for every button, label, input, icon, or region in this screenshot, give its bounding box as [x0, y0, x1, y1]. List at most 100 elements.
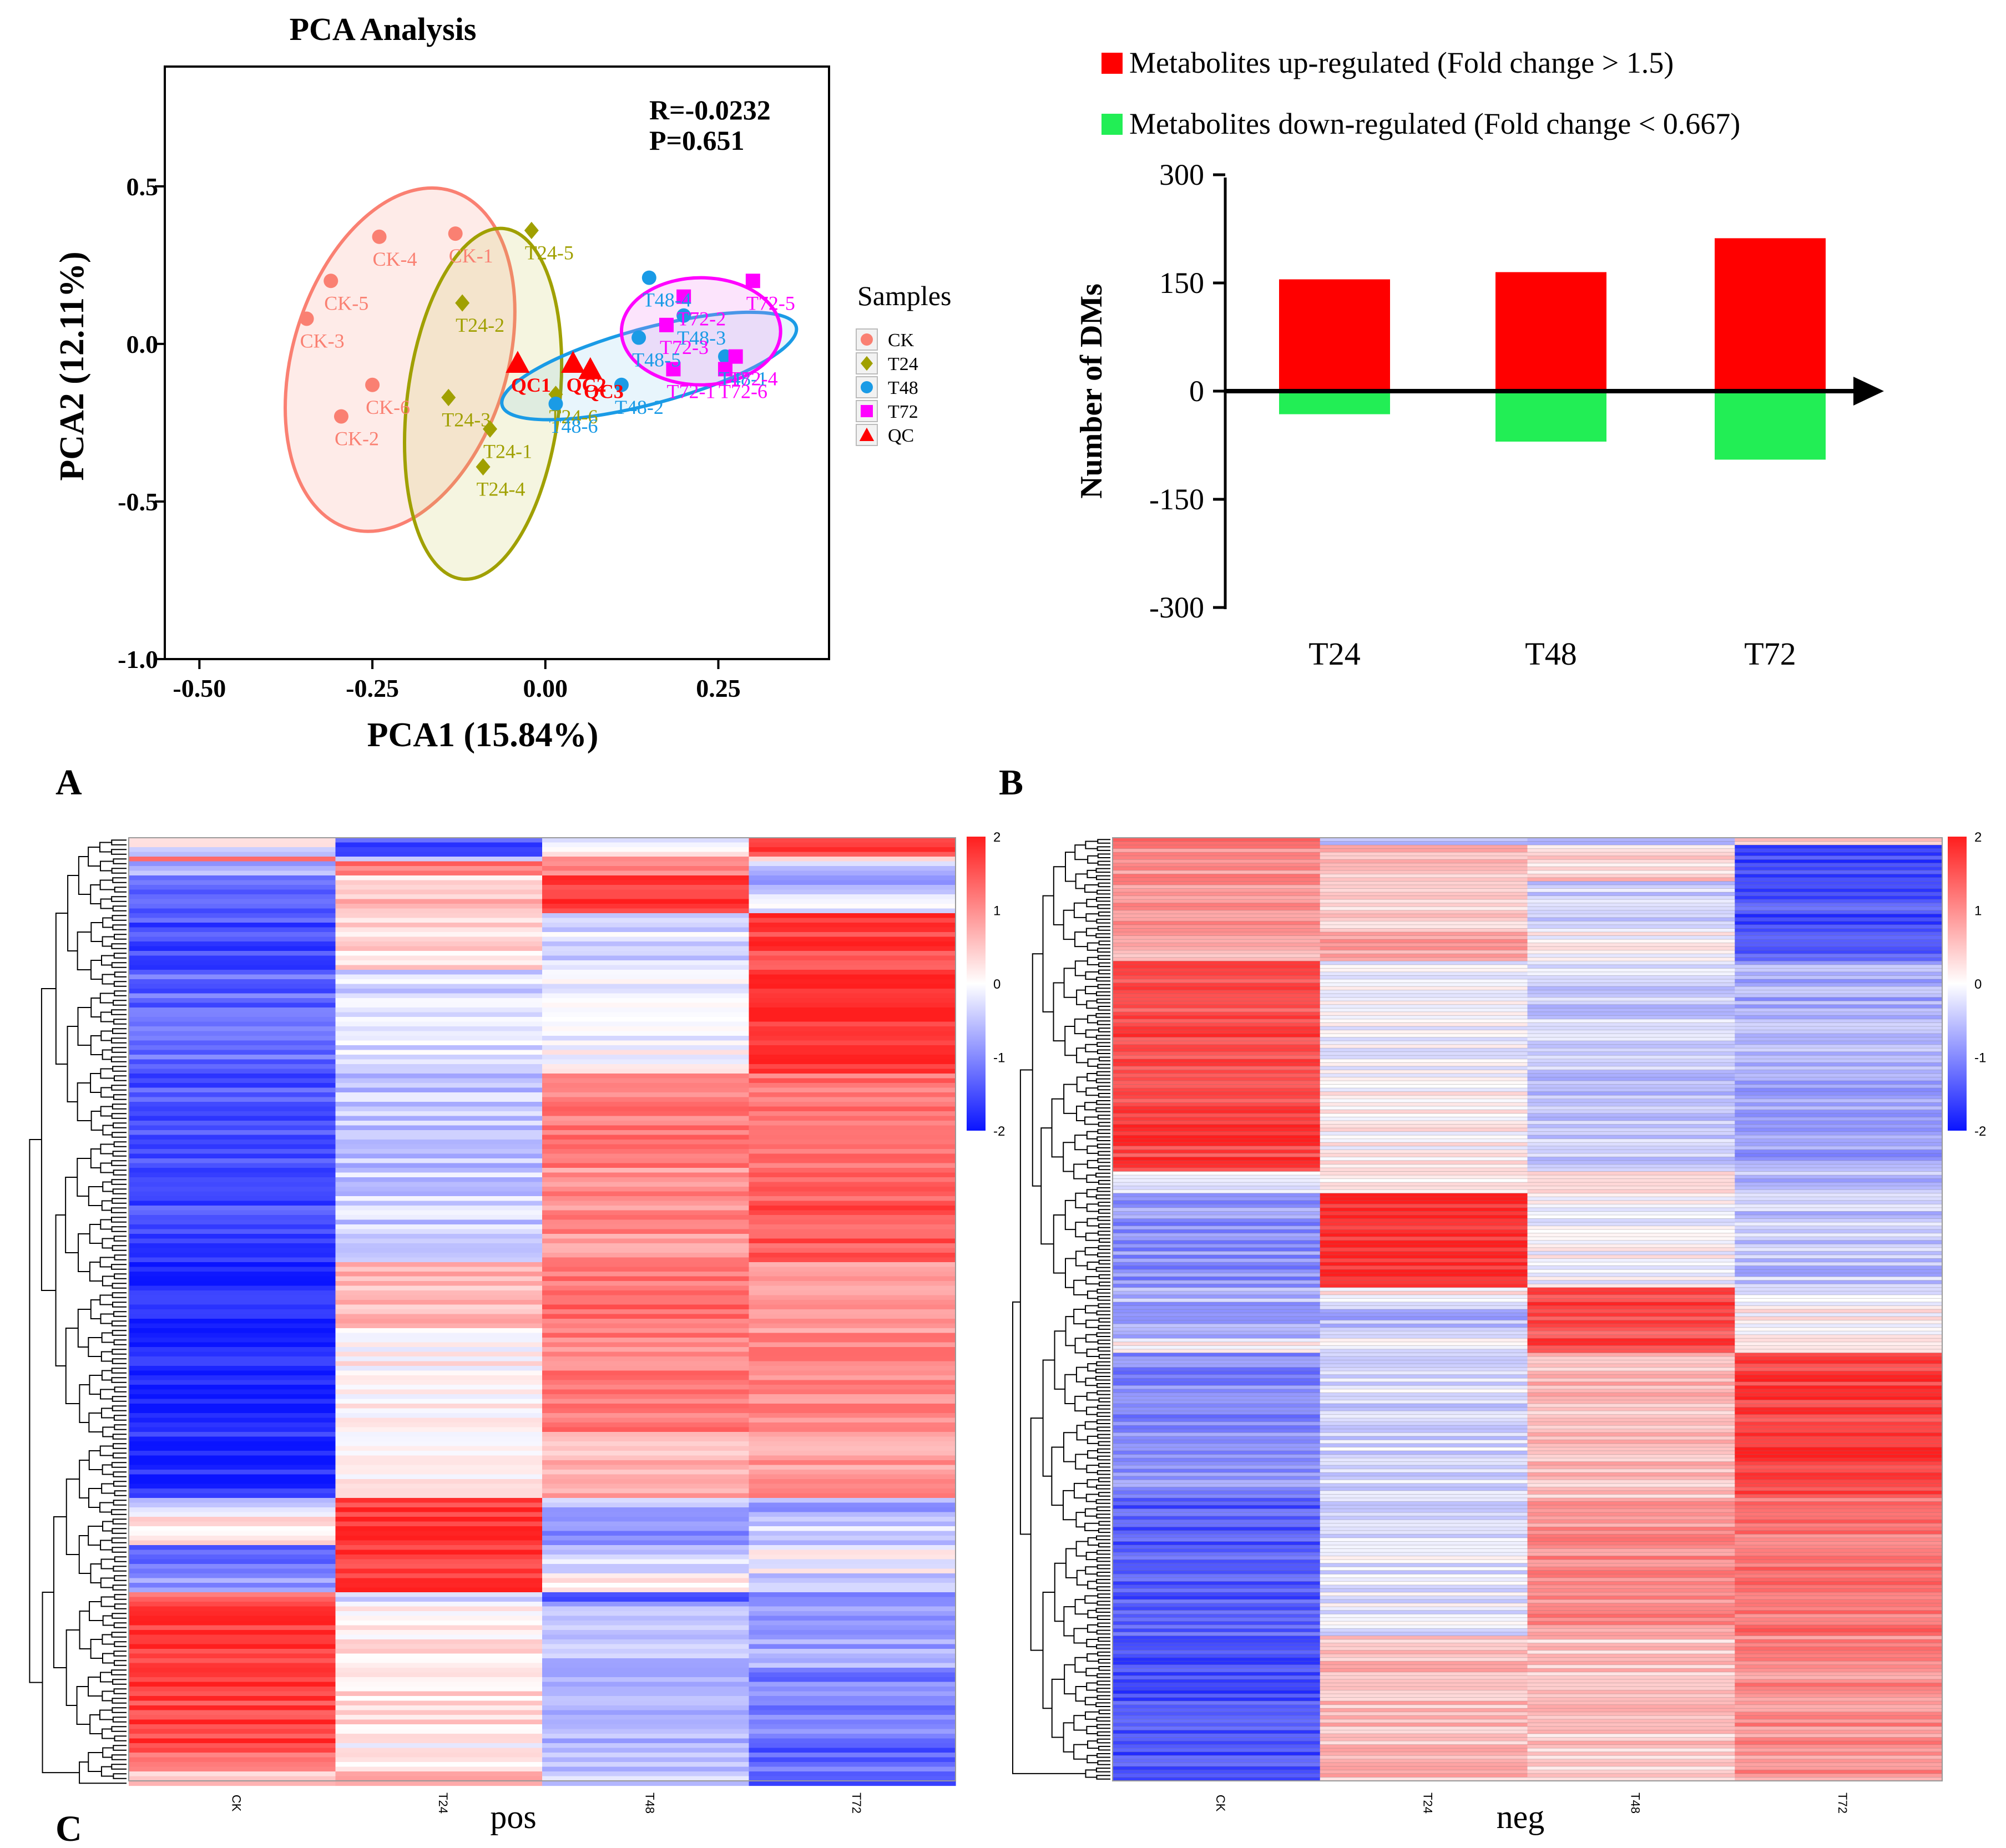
dendrogram-branch: [1086, 1131, 1098, 1140]
heatmap-cell: [1735, 859, 1943, 864]
heatmap-cell: [335, 974, 543, 980]
heatmap-cell: [1320, 1287, 1528, 1292]
heatmap-cell: [335, 1149, 543, 1155]
heatmap-cell: [1113, 1037, 1321, 1041]
heatmap-cell: [1320, 1334, 1528, 1339]
heatmap-cell: [1527, 1160, 1735, 1165]
heatmap-cell: [749, 1385, 956, 1390]
dendrogram-branch: [1086, 1725, 1098, 1734]
heatmap-cell: [1113, 994, 1321, 998]
heatmap-cell: [1735, 1197, 1943, 1201]
heatmap-cell: [1527, 1011, 1735, 1016]
heatmap-cell: [1735, 1160, 1943, 1165]
dendrogram-branch: [1098, 1223, 1110, 1228]
heatmap-cell: [1113, 1124, 1321, 1128]
heatmap-cell: [129, 993, 336, 999]
heatmap-cell: [1527, 1596, 1735, 1600]
heatmap-cell: [129, 1781, 336, 1786]
pca-x-axis: -0.50 -0.25 0.00 0.25: [173, 659, 741, 702]
heatmap-cell: [335, 1502, 543, 1508]
heatmap-cell: [1735, 1650, 1943, 1654]
dendrogram-branch: [112, 1330, 127, 1336]
dendrogram-branch: [1086, 1392, 1099, 1401]
dendrogram-branch: [79, 1384, 90, 1423]
heatmap-cell: [1320, 1269, 1528, 1274]
heatmap-cell: [542, 1083, 750, 1088]
heatmap-cell: [1113, 874, 1321, 878]
heatmap-cell: [542, 1003, 750, 1008]
heatmap-cell: [749, 1083, 956, 1088]
heatmap-cell: [1320, 932, 1528, 936]
dendrogram-branch: [1097, 1731, 1110, 1736]
heatmap-cell: [1527, 943, 1735, 947]
heatmap-cell: [1113, 1113, 1321, 1118]
dendrogram-branch: [88, 1752, 103, 1772]
dendrogram-branch: [114, 887, 127, 893]
heatmap-cell: [1527, 1157, 1735, 1161]
heatmap-cell: [1320, 1389, 1528, 1393]
heatmap-cell: [129, 1248, 336, 1253]
heatmap-cell: [542, 1172, 750, 1178]
heatmap-cell: [1735, 1026, 1943, 1031]
heatmap-cell: [1320, 1458, 1528, 1462]
heatmap-cell: [1527, 1494, 1735, 1498]
heatmap-cell: [542, 1451, 750, 1456]
dendrogram-branch: [102, 974, 115, 985]
heatmap-cell: [129, 1602, 336, 1607]
heatmap-cell: [335, 984, 543, 989]
heatmap-cell: [542, 1243, 750, 1249]
heatmap-cell: [1113, 1284, 1321, 1288]
dendrogram-branch: [113, 1094, 127, 1100]
heatmap-cell: [1320, 899, 1528, 904]
heatmap-cell: [542, 870, 750, 876]
heatmap-cell: [335, 1238, 543, 1244]
heatmap-cell: [1735, 1175, 1943, 1179]
heatmap-cell: [542, 1559, 750, 1565]
heatmap-cell: [1320, 1088, 1528, 1092]
heatmap-cell: [1320, 1476, 1528, 1480]
heatmap-cell: [749, 1479, 956, 1485]
heatmap-cell: [1735, 1254, 1943, 1259]
dendrogram-branch: [90, 1035, 103, 1055]
dms-y-tick-label: 300: [1159, 158, 1204, 191]
heatmap-cell: [129, 1734, 336, 1739]
heatmap-cell: [1735, 1153, 1943, 1157]
heatmap-cell: [1527, 1349, 1735, 1354]
heatmap-cell: [129, 861, 336, 867]
heatmap-cell: [1320, 994, 1528, 998]
heatmap-cell: [1113, 863, 1321, 867]
heatmap-cell: [335, 904, 543, 909]
heatmap-cell: [129, 1625, 336, 1631]
heatmap-cell: [335, 1762, 543, 1768]
heatmap-cell: [542, 1653, 750, 1659]
heatmap-cell: [1527, 1088, 1735, 1092]
dendrogram-branch: [111, 868, 127, 874]
heatmap-cell: [542, 1040, 750, 1046]
dendrogram-branch: [1054, 1330, 1066, 1390]
heatmap-cell: [1527, 1664, 1735, 1669]
dendrogram-branch: [100, 1068, 114, 1079]
heatmap-cell: [129, 847, 336, 853]
heatmap-cell: [1113, 1164, 1321, 1168]
heatmap-cell: [335, 1219, 543, 1225]
heatmap-cell: [1527, 1153, 1735, 1157]
heatmap-cell: [1320, 975, 1528, 980]
heatmap-cell: [542, 1295, 750, 1300]
heatmap-cell: [1527, 1098, 1735, 1103]
heatmap-cell: [1735, 841, 1943, 845]
pca-title: PCA Analysis: [290, 11, 477, 47]
heatmap-cell: [1735, 1011, 1943, 1016]
heatmap-cell: [1113, 1454, 1321, 1459]
dendrogram-branch: [111, 1377, 127, 1383]
heatmap-cell: [1527, 877, 1735, 882]
heatmap-cell: [749, 1191, 956, 1197]
heatmap-cell: [749, 1724, 956, 1730]
pca-points: [299, 221, 760, 476]
heatmap-cell: [335, 1658, 543, 1664]
dendrogram-branch: [1097, 1158, 1110, 1163]
heatmap-cell: [129, 923, 336, 928]
heatmap-cell: [1527, 1675, 1735, 1680]
heatmap-cell: [542, 1153, 750, 1159]
heatmap-cell: [1527, 1552, 1735, 1557]
heatmap-cell: [335, 1404, 543, 1409]
